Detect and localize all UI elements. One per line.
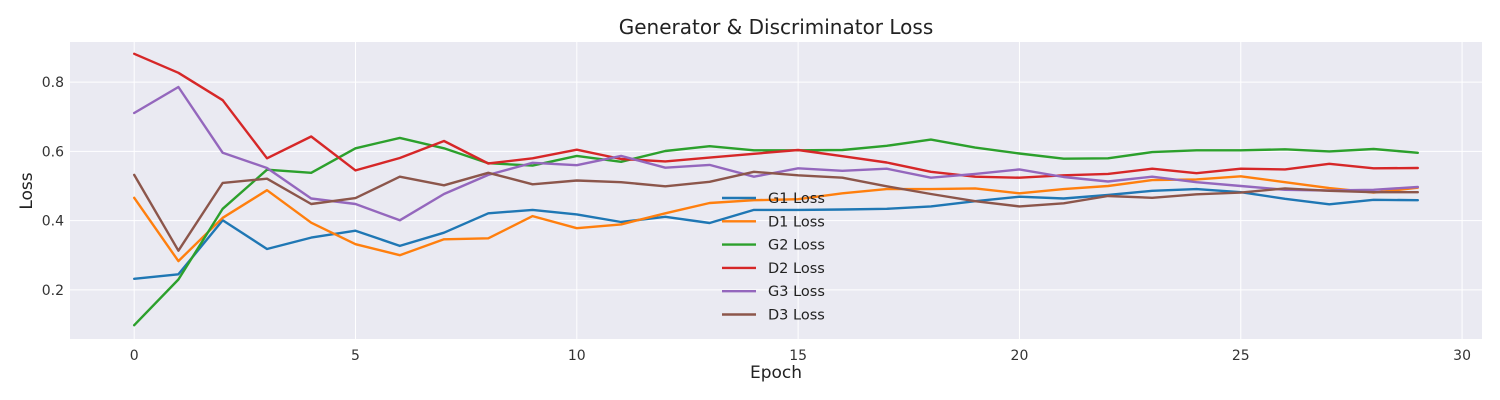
x-tick-label: 0: [130, 348, 139, 364]
x-tick-label: 30: [1453, 348, 1471, 364]
y-tick-label: 0.4: [42, 214, 64, 230]
legend-label-d2-loss: D2 Loss: [768, 261, 825, 277]
y-axis-label: Loss: [17, 172, 37, 209]
chart-title: Generator & Discriminator Loss: [619, 15, 934, 39]
legend-label-d3-loss: D3 Loss: [768, 308, 825, 324]
y-tick-label: 0.2: [42, 283, 64, 299]
legend-label-d1-loss: D1 Loss: [768, 214, 825, 230]
series-line-g1-loss: [132, 187, 1420, 280]
x-tick-label: 5: [351, 348, 360, 364]
legend-label-g3-loss: G3 Loss: [768, 284, 825, 300]
legend-label-g1-loss: G1 Loss: [768, 191, 825, 207]
x-tick-label: 15: [789, 348, 807, 364]
x-tick-labels: 0 5 10 15 20 25 30: [130, 348, 1471, 364]
x-tick-label: 10: [568, 348, 586, 364]
y-tick-label: 0.6: [42, 144, 64, 160]
x-axis-label: Epoch: [750, 363, 802, 383]
y-tick-labels: 0.2 0.4 0.6 0.8: [42, 75, 64, 299]
y-tick-label: 0.8: [42, 75, 64, 91]
series-line-d3-loss: [132, 170, 1420, 252]
series-line-d1-loss: [132, 175, 1420, 263]
series-line-d2-loss: [132, 52, 1420, 179]
series-lines: [132, 52, 1420, 327]
x-tick-label: 25: [1232, 348, 1250, 364]
series-line-g2-loss: [132, 136, 1420, 327]
legend: G1 Loss D1 Loss G2 Loss D2 Loss G3 Loss D3 Lo…: [722, 191, 825, 324]
x-tick-label: 20: [1011, 348, 1029, 364]
legend-label-g2-loss: G2 Loss: [768, 238, 825, 254]
